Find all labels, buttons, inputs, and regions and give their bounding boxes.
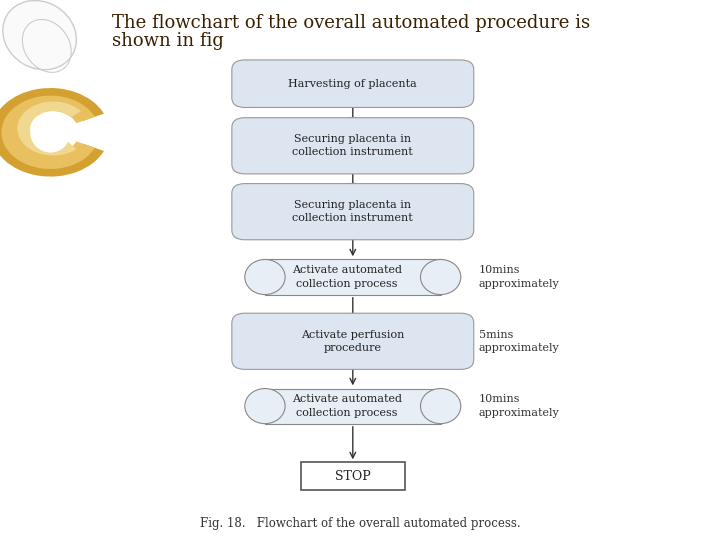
Ellipse shape xyxy=(30,112,71,152)
Text: Securing placenta in
collection instrument: Securing placenta in collection instrume… xyxy=(292,200,413,223)
Text: Harvesting of placenta: Harvesting of placenta xyxy=(289,79,417,89)
Text: Securing placenta in
collection instrument: Securing placenta in collection instrume… xyxy=(292,134,413,157)
Text: Activate automated
collection process: Activate automated collection process xyxy=(292,395,402,417)
Text: 5mins
approximately: 5mins approximately xyxy=(479,330,559,353)
FancyBboxPatch shape xyxy=(232,184,474,240)
Wedge shape xyxy=(17,102,81,156)
Text: 10mins
approximately: 10mins approximately xyxy=(479,395,559,417)
Text: STOP: STOP xyxy=(335,470,371,483)
FancyBboxPatch shape xyxy=(232,118,474,174)
Text: 10mins
approximately: 10mins approximately xyxy=(479,266,559,288)
Wedge shape xyxy=(1,96,95,169)
FancyBboxPatch shape xyxy=(232,313,474,369)
Text: Activate perfusion
procedure: Activate perfusion procedure xyxy=(301,330,405,353)
Wedge shape xyxy=(0,88,104,177)
Bar xyxy=(265,259,441,295)
FancyBboxPatch shape xyxy=(232,60,474,107)
Text: Activate automated
collection process: Activate automated collection process xyxy=(292,266,402,288)
Text: The flowchart of the overall automated procedure is: The flowchart of the overall automated p… xyxy=(112,14,590,31)
Text: Fig. 18.   Flowchart of the overall automated process.: Fig. 18. Flowchart of the overall automa… xyxy=(199,517,521,530)
Ellipse shape xyxy=(420,389,461,423)
Ellipse shape xyxy=(245,389,285,423)
Ellipse shape xyxy=(3,1,76,70)
Text: shown in fig: shown in fig xyxy=(112,32,223,50)
Bar xyxy=(265,389,441,423)
Bar xyxy=(301,462,405,490)
Ellipse shape xyxy=(420,259,461,295)
Ellipse shape xyxy=(245,259,285,295)
